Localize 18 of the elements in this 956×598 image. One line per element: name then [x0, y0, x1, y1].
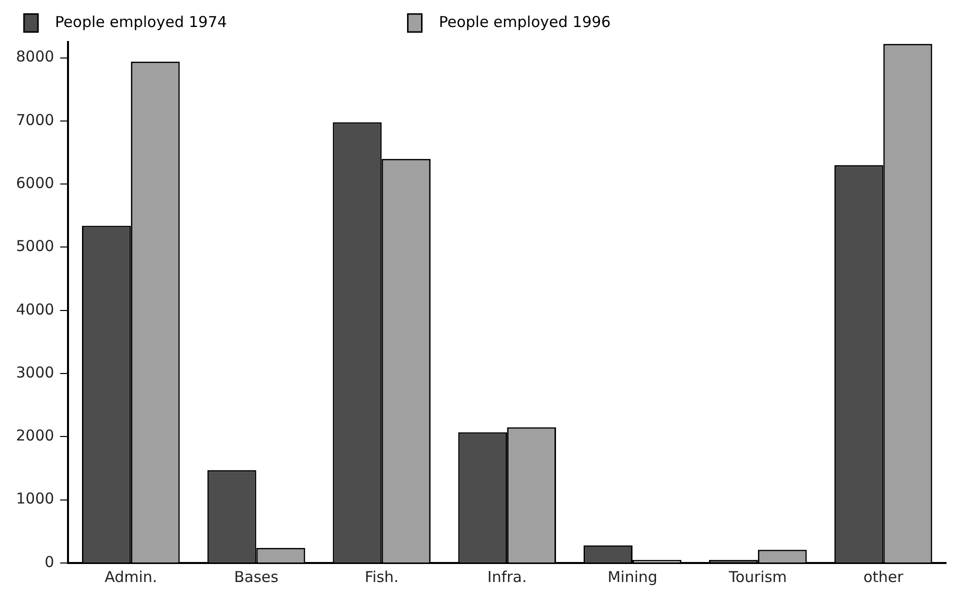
x-tick-label: other: [863, 568, 904, 586]
y-tick-label: 2000: [16, 426, 54, 445]
x-tick-label: Mining: [608, 568, 658, 586]
y-tick-label: 7000: [16, 110, 54, 129]
x-tick-label: Tourism: [728, 568, 787, 586]
x-tick-label: Infra.: [487, 568, 527, 586]
x-tick-label: Admin.: [104, 568, 158, 586]
x-tick-label: Bases: [234, 568, 279, 586]
y-tick-label: 5000: [16, 237, 54, 256]
y-tick-label: 8000: [16, 48, 54, 66]
legend-label: People employed 1974: [46, 12, 394, 31]
x-tick-label: Fish.: [364, 568, 399, 586]
y-tick-label: 3000: [16, 363, 54, 382]
y-tick-label: 1000: [16, 490, 54, 508]
legend-label: People employed 1996: [429, 12, 778, 31]
y-tick-label: 0: [44, 552, 54, 571]
y-tick-label: 4000: [16, 300, 54, 318]
y-tick-label: 6000: [16, 174, 54, 192]
